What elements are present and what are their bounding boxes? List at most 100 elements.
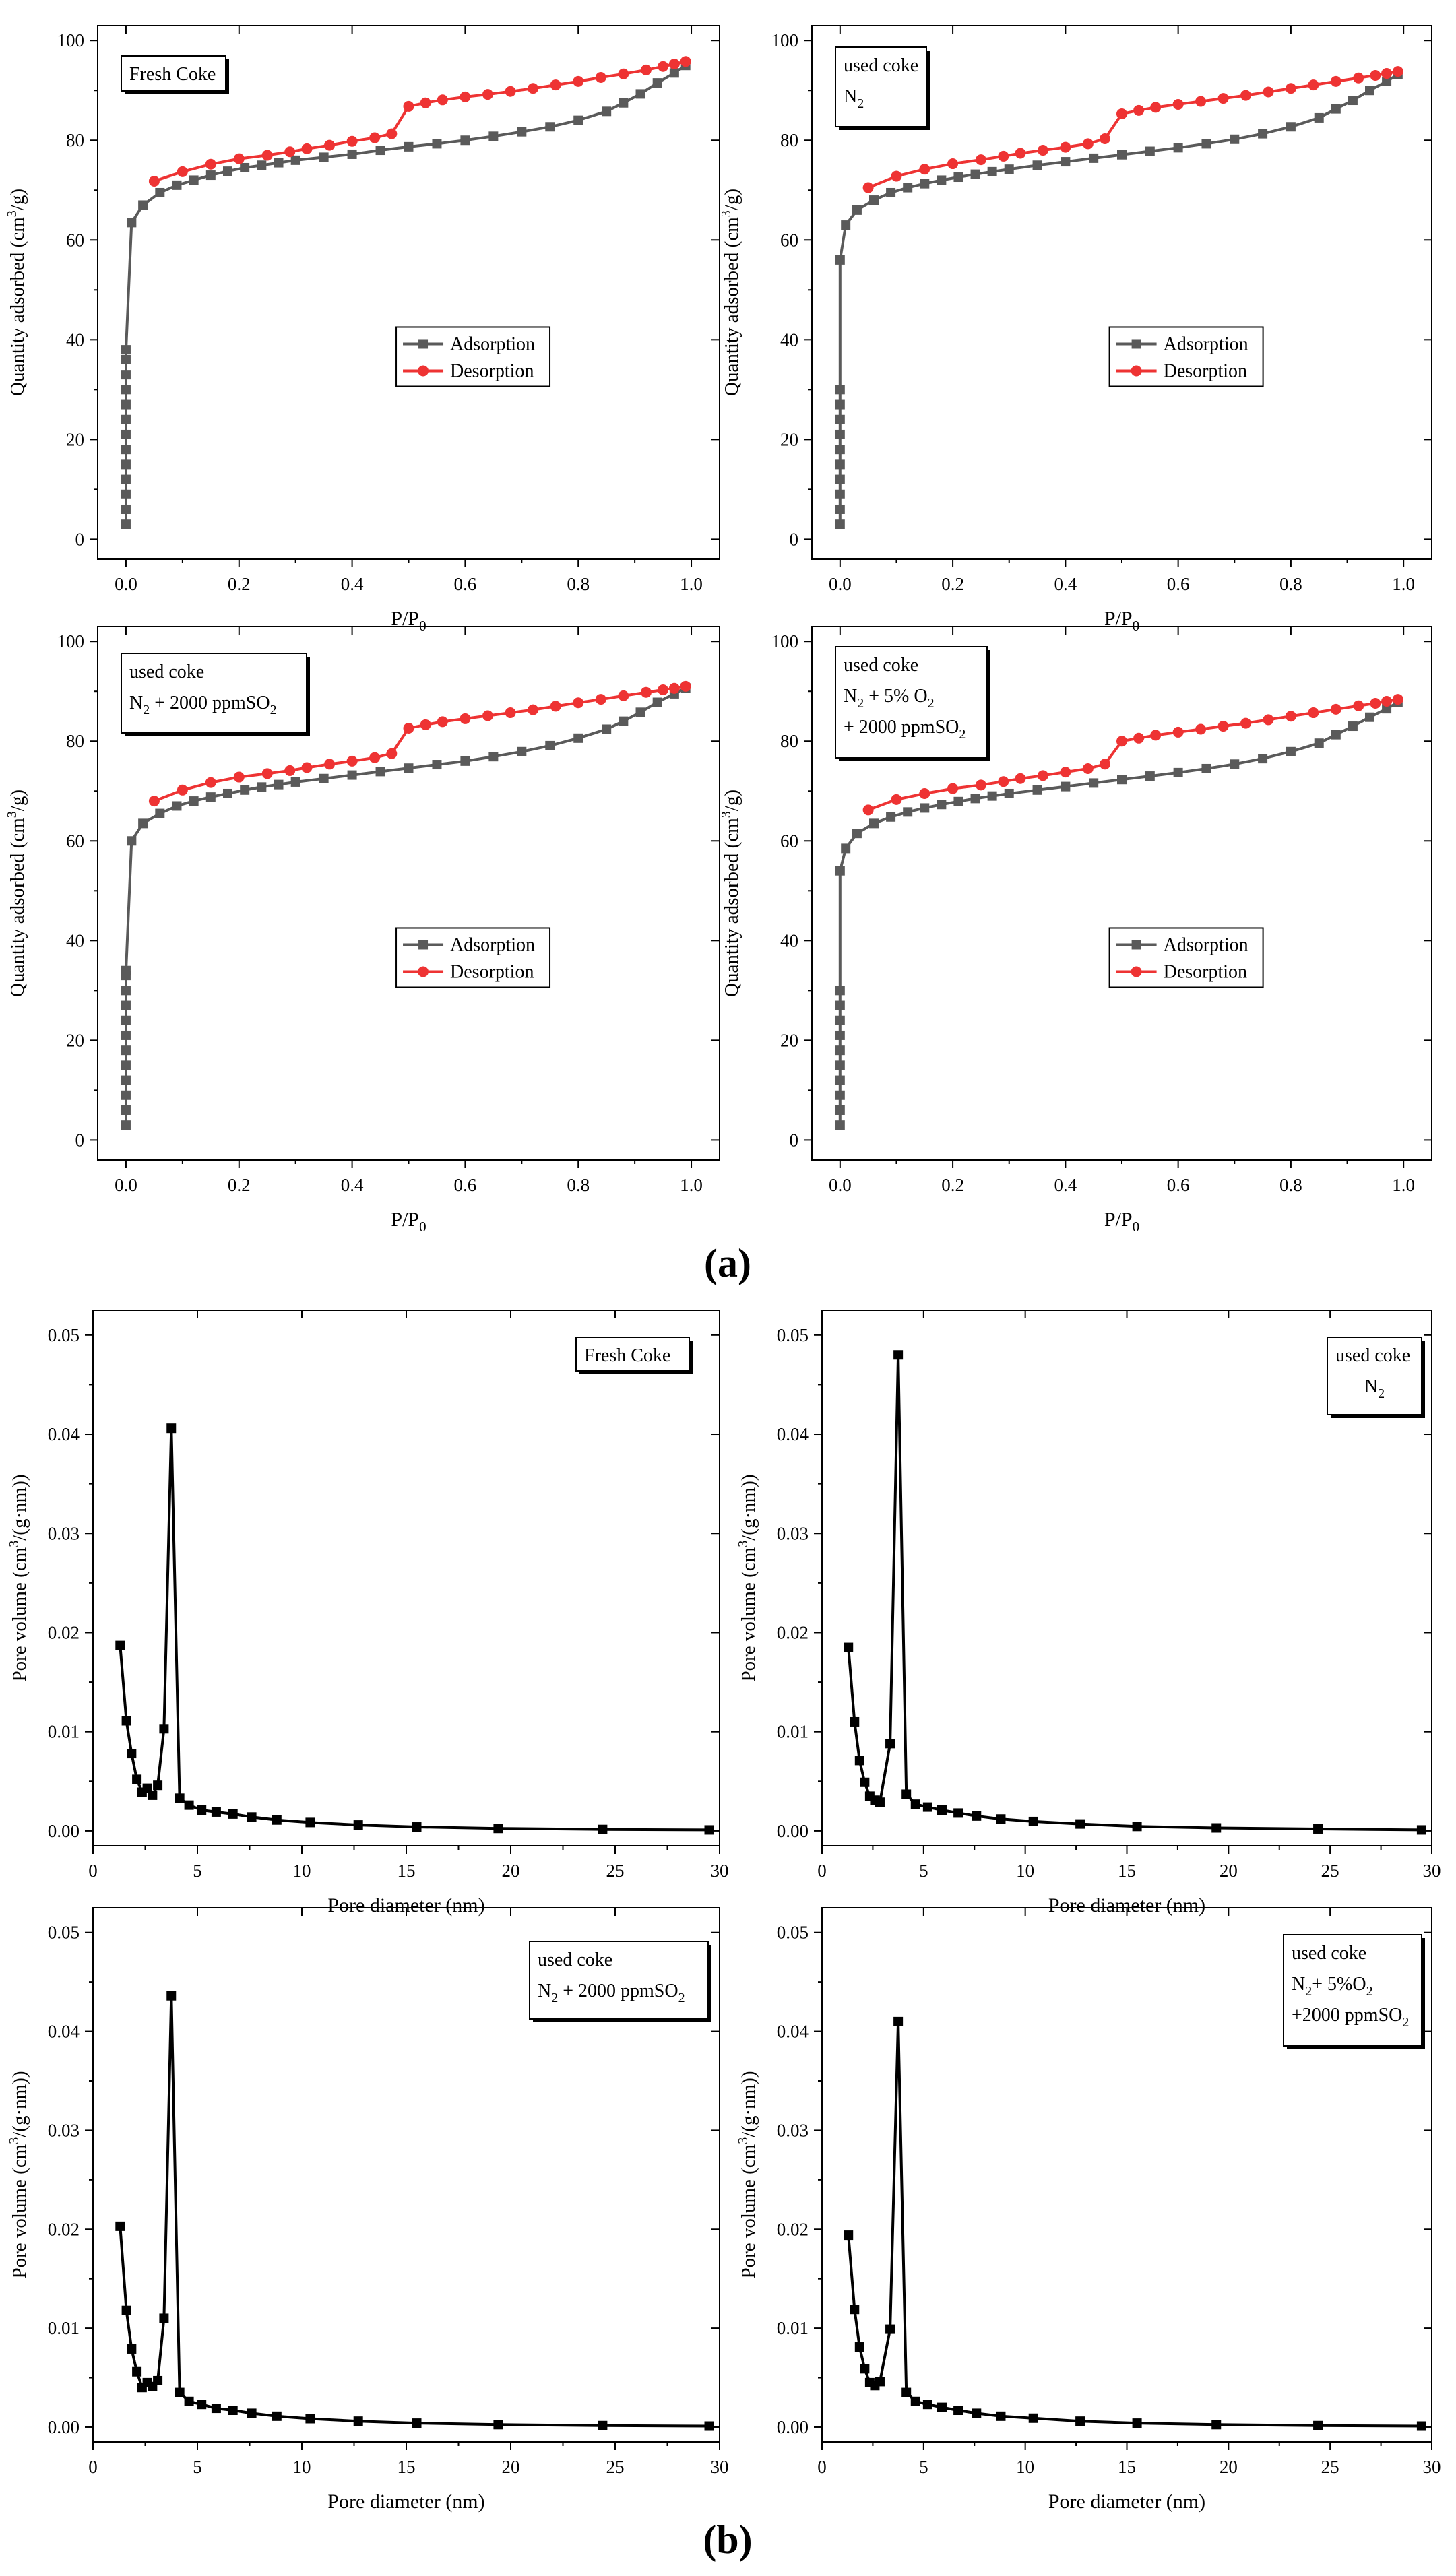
- data-point: [987, 166, 997, 176]
- y-tick-label: 40: [780, 329, 798, 350]
- y-axis-label: Quantity adsorbed (cm3/g): [719, 790, 742, 997]
- data-point: [1133, 104, 1145, 116]
- data-point: [953, 172, 963, 183]
- x-tick-label: 0.4: [341, 1175, 364, 1195]
- data-point: [274, 779, 284, 790]
- data-point: [947, 783, 959, 794]
- data-point: [835, 414, 845, 424]
- data-point: [619, 98, 629, 108]
- data-point: [835, 399, 845, 410]
- data-point: [432, 139, 442, 149]
- data-point: [937, 2402, 947, 2412]
- data-point: [852, 829, 862, 839]
- x-tick-label: 10: [1016, 1861, 1034, 1881]
- data-point: [841, 843, 851, 854]
- data-point: [1348, 96, 1358, 106]
- x-tick-label: 0.6: [1167, 574, 1190, 594]
- data-point: [635, 707, 645, 717]
- data-point: [1330, 703, 1341, 715]
- data-point: [166, 1991, 177, 2001]
- data-point: [1099, 133, 1110, 145]
- x-tick-label: 0.2: [941, 1175, 964, 1195]
- y-tick-label: 80: [780, 731, 798, 751]
- data-point: [598, 1824, 608, 1834]
- data-point: [1331, 730, 1341, 740]
- series-line-desorption: [154, 60, 687, 183]
- data-point: [228, 2406, 238, 2416]
- data-point: [346, 755, 358, 767]
- data-point: [862, 804, 874, 816]
- x-tick-label: 0.6: [454, 574, 477, 594]
- data-point: [901, 1789, 912, 1799]
- y-tick-label: 0.04: [777, 1424, 809, 1444]
- data-point: [375, 146, 385, 156]
- chart-a3: 0.0 0.2 0.4 0.6 0.8 1.0 0 20 40 60 80 100 P/P0 Quanti…: [5, 626, 720, 1235]
- data-point: [987, 791, 997, 801]
- data-point: [1132, 1822, 1142, 1832]
- x-tick-label: 0: [817, 2457, 827, 2477]
- y-tick-label: 0: [790, 1130, 799, 1150]
- data-point: [369, 752, 381, 763]
- x-axis-label: P/P0: [1104, 1209, 1139, 1235]
- data-point: [1382, 76, 1392, 86]
- y-tick-label: 40: [66, 329, 84, 350]
- data-point: [619, 716, 629, 726]
- legend: Adsorption Desorption: [1108, 326, 1264, 387]
- data-point: [528, 704, 539, 715]
- y-tick-label: 0.03: [777, 2120, 809, 2140]
- data-point: [488, 131, 499, 141]
- data-point: [211, 1807, 221, 1817]
- data-point: [680, 680, 691, 692]
- x-tick-label: 15: [398, 2457, 416, 2477]
- data-point: [841, 220, 851, 230]
- data-point: [658, 61, 669, 72]
- legend-marker: [418, 940, 429, 950]
- data-point: [305, 1817, 315, 1828]
- sample-label: used coke N2+ 5%O2 +2000 ppmSO2: [1283, 1934, 1425, 2049]
- data-point: [1285, 83, 1296, 94]
- y-tick-label: 0.00: [48, 2417, 80, 2437]
- x-tick-label: 0.6: [454, 1175, 477, 1195]
- data-point: [1116, 108, 1127, 120]
- data-point: [404, 763, 414, 773]
- y-tick-label: 0.04: [48, 1424, 80, 1444]
- data-point: [860, 1777, 870, 1787]
- sample-label-line: used coke: [1292, 1943, 1366, 1964]
- panel-label-a: (a): [704, 1241, 751, 1285]
- data-point: [272, 1815, 282, 1825]
- data-point: [669, 68, 679, 78]
- x-tick-label: 10: [1016, 2457, 1034, 2477]
- x-axis-label: Pore diameter (nm): [327, 2490, 484, 2513]
- data-point: [1381, 68, 1393, 79]
- x-tick-label: 10: [293, 2457, 311, 2477]
- y-tick-label: 0.04: [777, 2022, 809, 2042]
- sample-label-box: [1283, 1934, 1422, 2047]
- data-point: [1240, 717, 1251, 729]
- data-point: [910, 2396, 920, 2406]
- data-point: [1150, 730, 1162, 741]
- series-line-pore-volume: [119, 1428, 709, 1832]
- data-point: [1145, 146, 1155, 156]
- data-point: [1032, 785, 1042, 795]
- y-tick-label: 80: [66, 731, 84, 751]
- legend-marker: [1131, 365, 1142, 377]
- data-point: [153, 1780, 163, 1791]
- data-point: [1314, 738, 1324, 748]
- legend-label-desorption: Desorption: [450, 961, 534, 982]
- data-point: [844, 2230, 854, 2241]
- x-tick-label: 25: [606, 1861, 625, 1881]
- sample-label: used coke N2 + 5% O2 + 2000 ppmSO2: [835, 646, 990, 761]
- data-point: [1258, 754, 1268, 764]
- sample-label: used coke N2 + 2000 ppmSO2: [121, 653, 310, 736]
- data-point: [1217, 721, 1229, 732]
- data-point: [937, 1805, 947, 1815]
- data-point: [346, 135, 358, 147]
- data-point: [1308, 79, 1319, 91]
- y-tick-label: 60: [66, 831, 84, 851]
- y-tick-label: 20: [66, 1030, 84, 1050]
- data-point: [852, 205, 862, 215]
- data-point: [301, 762, 313, 773]
- x-axis-label: Pore diameter (nm): [1048, 2490, 1205, 2513]
- data-point: [1370, 70, 1381, 82]
- data-point: [937, 175, 947, 185]
